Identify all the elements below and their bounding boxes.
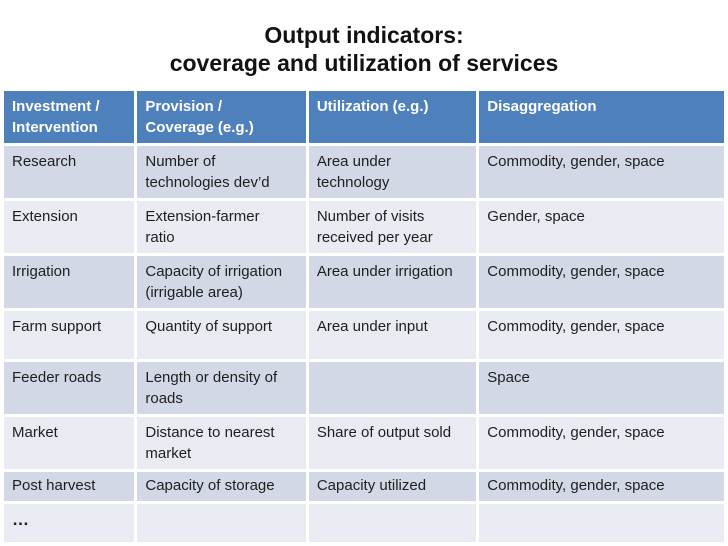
cell-provision: Capacity of storage (137, 472, 306, 501)
slide-title: Output indicators: coverage and utilizat… (0, 0, 728, 77)
cell-investment: Extension (4, 201, 135, 253)
cell-provision: Capacity of irrigation (irrigable area) (137, 256, 306, 308)
cell-investment: … (4, 504, 135, 542)
cell-disaggregation: Gender, space (479, 201, 724, 253)
cell-investment: Irrigation (4, 256, 135, 308)
table-row-research: Research Number of technologies dev’d Ar… (4, 146, 724, 198)
cell-utilization (308, 504, 477, 542)
cell-utilization: Area under irrigation (308, 256, 477, 308)
cell-provision: Quantity of support (137, 311, 306, 359)
cell-utilization: Area under technology (308, 146, 477, 198)
cell-investment: Farm support (4, 311, 135, 359)
cell-provision (137, 504, 306, 542)
table-row-irrigation: Irrigation Capacity of irrigation (irrig… (4, 256, 724, 308)
cell-provision: Number of technologies dev’d (137, 146, 306, 198)
cell-utilization (308, 362, 477, 414)
cell-disaggregation: Commodity, gender, space (479, 146, 724, 198)
column-header-investment-intervention: Investment / Intervention (4, 91, 135, 143)
cell-investment: Market (4, 417, 135, 469)
cell-investment: Feeder roads (4, 362, 135, 414)
cell-disaggregation: Commodity, gender, space (479, 256, 724, 308)
cell-provision: Length or density of roads (137, 362, 306, 414)
slide-title-line1: Output indicators: (264, 22, 464, 48)
cell-provision: Extension-farmer ratio (137, 201, 306, 253)
column-header-provision-coverage: Provision / Coverage (e.g.) (137, 91, 306, 143)
table-header-row: Investment / Intervention Provision / Co… (4, 91, 724, 143)
cell-utilization: Share of output sold (308, 417, 477, 469)
column-header-disaggregation: Disaggregation (479, 91, 724, 143)
cell-disaggregation: Commodity, gender, space (479, 417, 724, 469)
table-row-market: Market Distance to nearest market Share … (4, 417, 724, 469)
slide-title-line2: coverage and utilization of services (169, 50, 559, 76)
column-header-utilization: Utilization (e.g.) (308, 91, 477, 143)
output-indicators-table: Investment / Intervention Provision / Co… (1, 88, 727, 545)
table-row-extension: Extension Extension-farmer ratio Number … (4, 201, 724, 253)
cell-disaggregation (479, 504, 724, 542)
cell-utilization: Capacity utilized (308, 472, 477, 501)
table-row-ellipsis: … (4, 504, 724, 542)
cell-investment: Post harvest (4, 472, 135, 501)
table-row-farm-support: Farm support Quantity of support Area un… (4, 311, 724, 359)
cell-utilization: Area under input (308, 311, 477, 359)
cell-provision: Distance to nearest market (137, 417, 306, 469)
table-row-post-harvest: Post harvest Capacity of storage Capacit… (4, 472, 724, 501)
cell-disaggregation: Commodity, gender, space (479, 472, 724, 501)
cell-disaggregation: Space (479, 362, 724, 414)
cell-investment: Research (4, 146, 135, 198)
cell-utilization: Number of visits received per year (308, 201, 477, 253)
table-row-feeder-roads: Feeder roads Length or density of roads … (4, 362, 724, 414)
cell-disaggregation: Commodity, gender, space (479, 311, 724, 359)
